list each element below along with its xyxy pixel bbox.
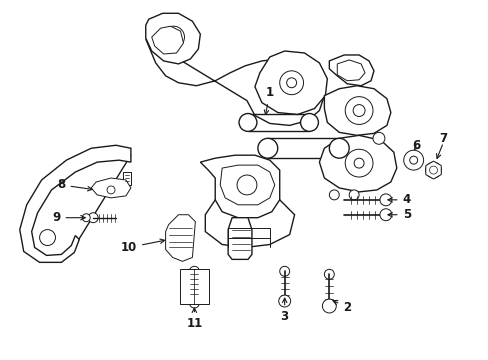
Circle shape (345, 96, 372, 125)
Polygon shape (324, 86, 390, 135)
Circle shape (82, 214, 90, 222)
Circle shape (403, 150, 423, 170)
Text: 10: 10 (121, 239, 164, 254)
Circle shape (324, 269, 334, 279)
Polygon shape (20, 145, 131, 262)
Circle shape (345, 149, 372, 177)
Circle shape (348, 190, 358, 200)
Text: 11: 11 (186, 308, 202, 330)
Circle shape (379, 194, 391, 206)
Circle shape (189, 266, 199, 276)
Circle shape (278, 295, 290, 307)
Text: 8: 8 (57, 179, 92, 192)
Polygon shape (24, 150, 131, 260)
Circle shape (286, 78, 296, 88)
Circle shape (40, 230, 55, 246)
Circle shape (237, 175, 256, 195)
Text: 6: 6 (412, 139, 420, 152)
Text: 3: 3 (280, 298, 288, 323)
Polygon shape (228, 218, 251, 260)
Polygon shape (328, 55, 373, 86)
Circle shape (88, 213, 98, 223)
Ellipse shape (328, 138, 348, 158)
Text: 2: 2 (332, 301, 350, 314)
Bar (179, 269, 209, 304)
Circle shape (379, 209, 391, 221)
Polygon shape (205, 200, 294, 247)
Ellipse shape (239, 113, 256, 131)
Polygon shape (91, 178, 131, 198)
Polygon shape (145, 39, 324, 125)
Circle shape (409, 156, 417, 164)
Circle shape (328, 190, 339, 200)
Circle shape (279, 266, 289, 276)
Polygon shape (165, 215, 195, 261)
Circle shape (428, 166, 437, 174)
Polygon shape (200, 155, 279, 218)
Polygon shape (254, 51, 326, 114)
Circle shape (425, 162, 441, 178)
Circle shape (352, 105, 365, 117)
Text: 7: 7 (439, 132, 447, 145)
Ellipse shape (300, 113, 318, 131)
Text: 5: 5 (387, 208, 410, 221)
Polygon shape (425, 161, 440, 179)
Polygon shape (319, 135, 396, 192)
Circle shape (168, 32, 178, 42)
Circle shape (322, 299, 336, 313)
Text: 1: 1 (264, 86, 273, 114)
Circle shape (107, 186, 115, 194)
Polygon shape (151, 26, 183, 54)
Text: 4: 4 (387, 193, 410, 206)
Polygon shape (337, 60, 365, 81)
Polygon shape (220, 165, 274, 205)
Circle shape (163, 26, 184, 48)
Circle shape (353, 158, 364, 168)
Circle shape (189, 298, 199, 308)
Polygon shape (145, 13, 200, 64)
Polygon shape (122, 172, 131, 185)
Circle shape (372, 132, 384, 144)
Text: 9: 9 (52, 211, 85, 224)
Ellipse shape (257, 138, 277, 158)
Circle shape (279, 71, 303, 95)
Circle shape (346, 64, 359, 78)
